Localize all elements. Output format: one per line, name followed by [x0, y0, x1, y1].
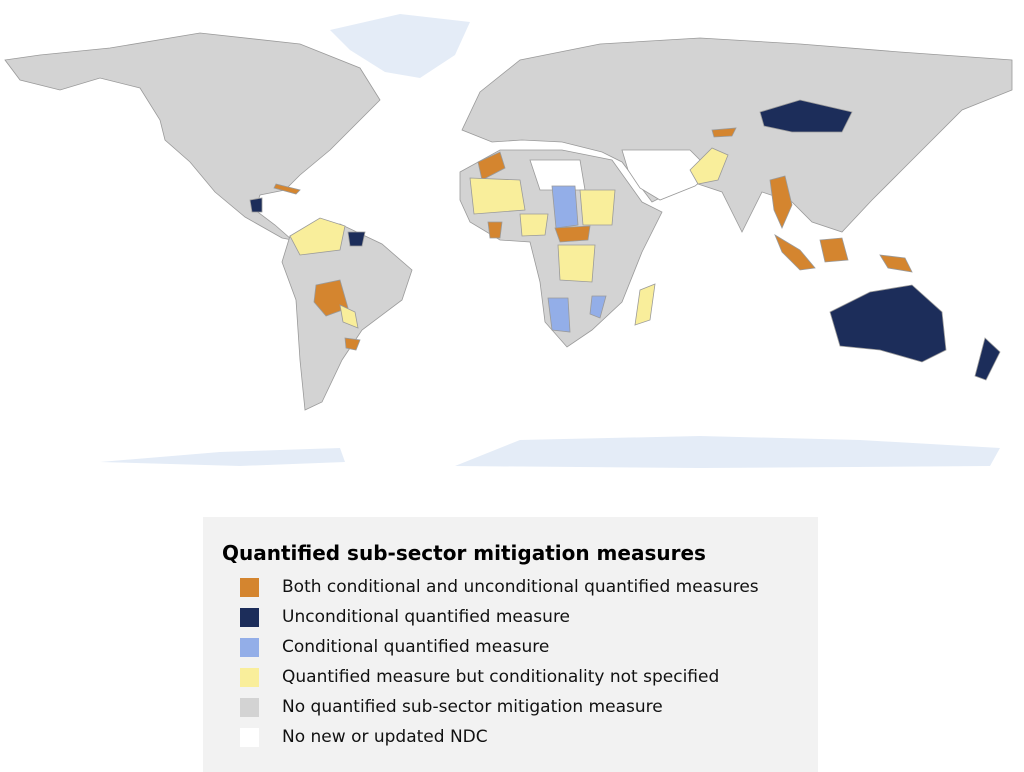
greenland: [330, 14, 470, 78]
legend-title: Quantified sub-sector mitigation measure…: [222, 541, 706, 565]
papua: [879, 254, 913, 273]
cuba: [273, 183, 301, 195]
bolivia: [313, 279, 349, 317]
legend-label: No new or updated NDC: [282, 727, 488, 747]
guyana: [347, 231, 366, 247]
legend-item: No new or updated NDC: [240, 726, 488, 748]
legend-item: Unconditional quantified measure: [240, 606, 570, 628]
eurasia: [461, 37, 1013, 233]
antarctica: [455, 436, 1000, 468]
mozambique: [589, 295, 607, 319]
north-america: [4, 32, 381, 241]
legend-item: No quantified sub-sector mitigation meas…: [240, 696, 663, 718]
legend-label: Quantified measure but conditionality no…: [282, 667, 720, 687]
legend-swatch: [240, 697, 259, 717]
central-america: [249, 197, 263, 213]
legend-label: Conditional quantified measure: [282, 637, 550, 657]
nigeria: [519, 213, 549, 237]
new-zealand: [974, 337, 1001, 381]
nepal: [711, 127, 737, 138]
legend-swatch: [240, 637, 259, 657]
antarctica: [100, 448, 345, 466]
car: [554, 225, 591, 243]
sudan: [579, 189, 616, 226]
middle-east: [621, 149, 713, 201]
legend-swatch: [240, 667, 259, 687]
congo: [557, 244, 596, 283]
myanmar: [769, 175, 793, 229]
chad: [551, 185, 579, 229]
namibia: [547, 297, 571, 333]
venezuela-colombia: [289, 217, 346, 256]
ghana: [487, 221, 503, 239]
legend-item: Quantified measure but conditionality no…: [240, 666, 719, 688]
morocco: [477, 151, 506, 181]
pakistan: [689, 147, 729, 185]
legend-label: Unconditional quantified measure: [282, 607, 571, 627]
legend: Quantified sub-sector mitigation measure…: [203, 517, 818, 772]
legend-label: No quantified sub-sector mitigation meas…: [282, 697, 663, 717]
madagascar: [634, 283, 656, 326]
legend-item: Conditional quantified measure: [240, 636, 549, 658]
legend-swatch: [240, 727, 259, 747]
libya: [529, 159, 586, 191]
australia: [829, 284, 947, 363]
indonesia: [774, 234, 816, 271]
legend-item: Both conditional and unconditional quant…: [240, 576, 759, 598]
legend-label: Both conditional and unconditional quant…: [282, 577, 759, 597]
uruguay: [344, 337, 361, 351]
mongolia: [759, 99, 853, 133]
sahel: [469, 177, 526, 215]
legend-swatch: [240, 577, 259, 597]
legend-swatch: [240, 607, 259, 627]
paraguay: [339, 304, 359, 329]
world-map: [4, 14, 1013, 468]
borneo: [819, 237, 849, 263]
